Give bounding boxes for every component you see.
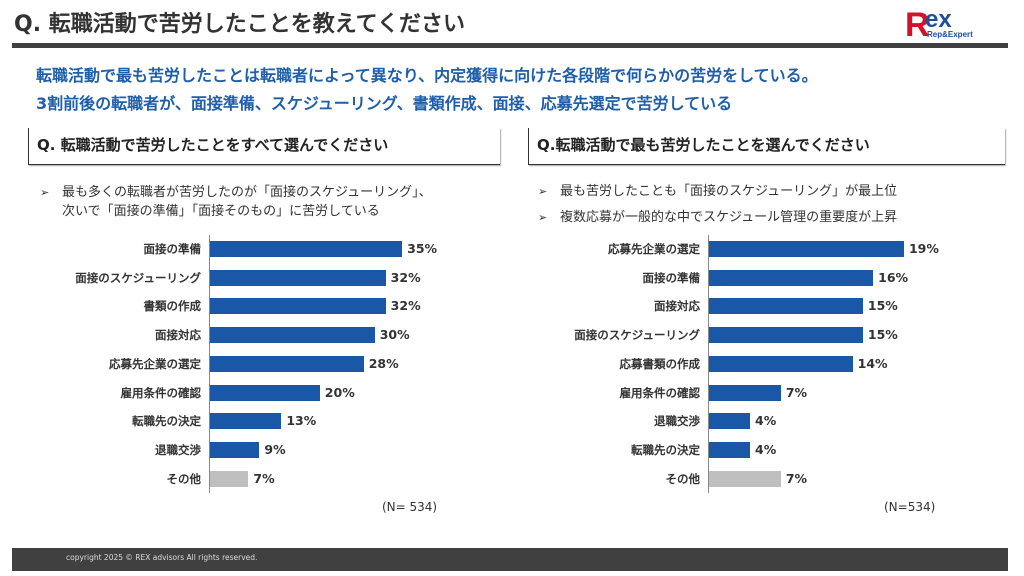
value-label: 15% bbox=[867, 327, 898, 343]
svg-text:ex: ex bbox=[925, 6, 952, 33]
value-label: 35% bbox=[407, 241, 438, 256]
bar bbox=[709, 413, 751, 430]
bar bbox=[210, 327, 375, 344]
chart-axis bbox=[708, 235, 709, 493]
value-label: 16% bbox=[878, 269, 909, 285]
value-label: 19% bbox=[908, 241, 939, 256]
category-label: その他 bbox=[166, 471, 202, 486]
category-label: 応募書類の作成 bbox=[619, 356, 701, 371]
value-label: 32% bbox=[390, 269, 421, 285]
left-sample-size: (N= 534) bbox=[382, 500, 438, 514]
category-label: 面接対応 bbox=[155, 328, 201, 343]
value-label: 7% bbox=[785, 384, 808, 400]
category-label: 転職先の決定 bbox=[132, 414, 201, 429]
category-label: 雇用条件の確認 bbox=[619, 385, 701, 400]
bar bbox=[709, 298, 863, 315]
category-label: 転職先の決定 bbox=[631, 442, 700, 457]
category-label: 応募先企業の選定 bbox=[608, 242, 700, 256]
value-label: 20% bbox=[324, 384, 355, 400]
chart-axis bbox=[209, 235, 210, 493]
value-label: 4% bbox=[755, 441, 777, 457]
bar bbox=[210, 355, 364, 372]
bar bbox=[709, 441, 751, 458]
value-label: 4% bbox=[755, 413, 777, 429]
svg-text:R: R bbox=[905, 6, 930, 40]
copyright: copyright 2025 © REX advisors All rights… bbox=[66, 553, 258, 562]
lead-text-2: 3割前後の転職者が、面接準備、スケジューリング、書類作成、面接、応募先選定で苦労… bbox=[36, 94, 733, 113]
value-label: 30% bbox=[379, 327, 410, 343]
left-question-box: Q. 転職活動で苦労したことをすべて選んでください bbox=[28, 128, 500, 165]
bar bbox=[709, 470, 781, 487]
footer-bar bbox=[12, 548, 1008, 571]
category-label: 面接のスケジューリング bbox=[574, 328, 700, 343]
page-title: Q. 転職活動で苦労したことを教えてください bbox=[14, 12, 465, 37]
category-label: 面接対応 bbox=[654, 299, 700, 314]
bar bbox=[210, 413, 282, 430]
bar bbox=[709, 269, 874, 286]
bar bbox=[709, 327, 863, 344]
lead-text-1: 転職活動で最も苦労したことは転職者によって異なり、内定獲得に向けた各段階で何らか… bbox=[36, 66, 818, 85]
right-sample-size: (N=534) bbox=[884, 500, 936, 514]
right-bullet-text-1: 最も苦労したことも「面接のスケジューリング」が最上位 bbox=[560, 184, 898, 199]
category-label: その他 bbox=[665, 471, 701, 486]
value-label: 32% bbox=[390, 298, 421, 314]
value-label: 14% bbox=[857, 355, 888, 371]
rex-logo: R ex Rep&Expert bbox=[905, 6, 973, 40]
right-bullet-text-2: 複数応募が一般的な中でスケジュール管理の重要度が上昇 bbox=[560, 210, 898, 225]
right-question-box: Q.転職活動で最も苦労したことを選んでください bbox=[528, 128, 1005, 165]
value-label: 9% bbox=[264, 441, 286, 457]
bar bbox=[709, 241, 904, 257]
value-label: 28% bbox=[368, 355, 399, 371]
left-bullet-text-2: 次いで「面接の準備」「面接そのもの」に苦労している bbox=[62, 204, 380, 219]
category-label: 退職交渉 bbox=[654, 414, 700, 429]
left-question: Q. 転職活動で苦労したことをすべて選んでください bbox=[37, 136, 389, 154]
left-bullet: ➢ 最も多くの転職者が苦労したのが「面接のスケジューリング」、 bbox=[40, 181, 432, 200]
bar bbox=[709, 355, 853, 372]
value-label: 7% bbox=[785, 470, 808, 486]
category-label: 面接の準備 bbox=[143, 242, 202, 256]
category-label: 面接のスケジューリング bbox=[75, 270, 201, 285]
bar bbox=[709, 384, 781, 401]
category-label: 雇用条件の確認 bbox=[120, 385, 202, 400]
value-label: 7% bbox=[253, 470, 275, 486]
header-divider bbox=[12, 43, 1008, 48]
bar bbox=[210, 241, 403, 257]
arrow-bullet-icon: ➢ bbox=[40, 186, 50, 199]
right-question: Q.転職活動で最も苦労したことを選んでください bbox=[537, 136, 870, 154]
left-bullet-text-1: 最も多くの転職者が苦労したのが「面接のスケジューリング」、 bbox=[62, 185, 432, 200]
right-bullet-1: ➢ 最も苦労したことも「面接のスケジューリング」が最上位 bbox=[538, 180, 897, 199]
arrow-bullet-icon: ➢ bbox=[538, 211, 548, 224]
value-label: 13% bbox=[286, 413, 317, 429]
bar bbox=[210, 269, 386, 286]
svg-text:Rep&Expert: Rep&Expert bbox=[927, 30, 973, 39]
bar bbox=[210, 298, 386, 315]
right-bullet-2: ➢ 複数応募が一般的な中でスケジュール管理の重要度が上昇 bbox=[538, 206, 897, 225]
category-label: 書類の作成 bbox=[143, 299, 202, 314]
value-label: 15% bbox=[867, 298, 898, 314]
bar bbox=[210, 384, 320, 401]
category-label: 応募先企業の選定 bbox=[109, 356, 201, 371]
category-label: 面接の準備 bbox=[642, 270, 701, 285]
arrow-bullet-icon: ➢ bbox=[538, 185, 548, 198]
category-label: 退職交渉 bbox=[155, 442, 201, 457]
bar bbox=[210, 470, 249, 487]
bar bbox=[210, 441, 260, 458]
